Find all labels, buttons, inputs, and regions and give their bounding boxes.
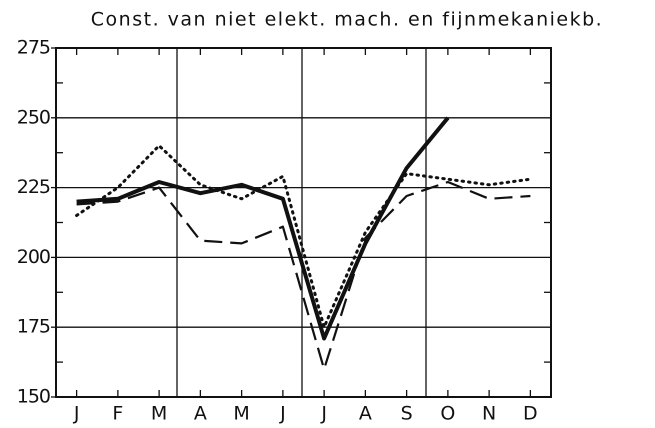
series-line <box>76 180 531 371</box>
x-tick-label: J <box>73 403 80 425</box>
x-tick-label: D <box>523 403 538 425</box>
plot-frame <box>55 47 552 398</box>
x-tick-label: O <box>440 403 455 425</box>
x-tick-label: M <box>151 403 167 425</box>
x-tick-label: J <box>320 403 327 425</box>
x-tick-label: F <box>112 403 123 425</box>
x-tick-label: J <box>279 403 286 425</box>
x-tick-label: S <box>401 403 413 425</box>
x-tick-label: N <box>482 403 496 425</box>
series-line <box>76 116 450 341</box>
y-tick-label: 175 <box>17 316 50 338</box>
y-tick-label: 150 <box>17 386 50 408</box>
y-tick-label: 200 <box>17 246 50 268</box>
y-tick-label: 225 <box>17 176 50 198</box>
vertical-grid <box>176 48 427 397</box>
series-line <box>75 144 532 329</box>
x-tick-label: A <box>194 403 207 425</box>
x-tick-label: M <box>233 403 249 425</box>
x-tick-label: A <box>359 403 372 425</box>
y-tick-label: 275 <box>17 37 50 59</box>
y-tick-label: 250 <box>17 106 50 128</box>
chart-title: Const. van niet elekt. mach. en fijnmeka… <box>91 9 603 31</box>
